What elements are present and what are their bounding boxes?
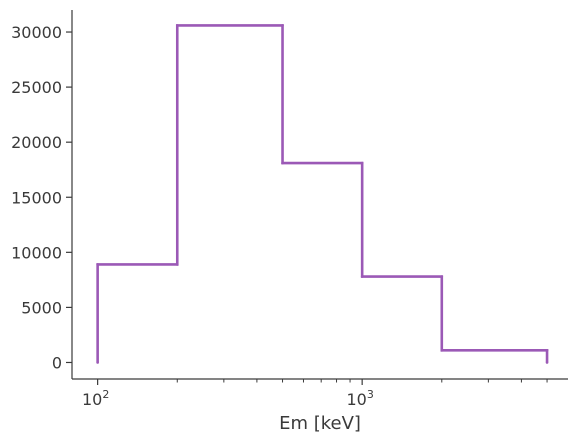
y-tick-label: 25000 bbox=[11, 78, 62, 97]
y-tick-label: 20000 bbox=[11, 133, 62, 152]
x-axis-label: Em [keV] bbox=[279, 413, 361, 434]
series-point bbox=[546, 349, 549, 352]
y-tick-label: 30000 bbox=[11, 23, 62, 42]
series-point bbox=[361, 275, 364, 278]
series-point bbox=[361, 162, 364, 165]
series-point bbox=[176, 263, 179, 266]
y-tick-label: 10000 bbox=[11, 243, 62, 262]
series-point bbox=[440, 275, 443, 278]
y-tick-label: 15000 bbox=[11, 188, 62, 207]
series-point bbox=[440, 349, 443, 352]
series-point bbox=[96, 361, 99, 364]
x-tick-label: 102 bbox=[82, 388, 109, 409]
series-point bbox=[281, 162, 284, 165]
y-tick-label: 0 bbox=[52, 353, 62, 372]
series-vertices bbox=[96, 24, 548, 364]
series-step-line bbox=[98, 25, 547, 362]
x-tick-label: 103 bbox=[346, 388, 373, 409]
series-point bbox=[176, 24, 179, 27]
series-point bbox=[546, 361, 549, 364]
y-tick-label: 5000 bbox=[21, 298, 62, 317]
series-point bbox=[96, 263, 99, 266]
x-axis-ticks: 102 103 bbox=[82, 379, 547, 409]
series-point bbox=[281, 24, 284, 27]
y-axis-ticks: 0 5000 10000 15000 20000 25000 30000 bbox=[11, 23, 72, 372]
